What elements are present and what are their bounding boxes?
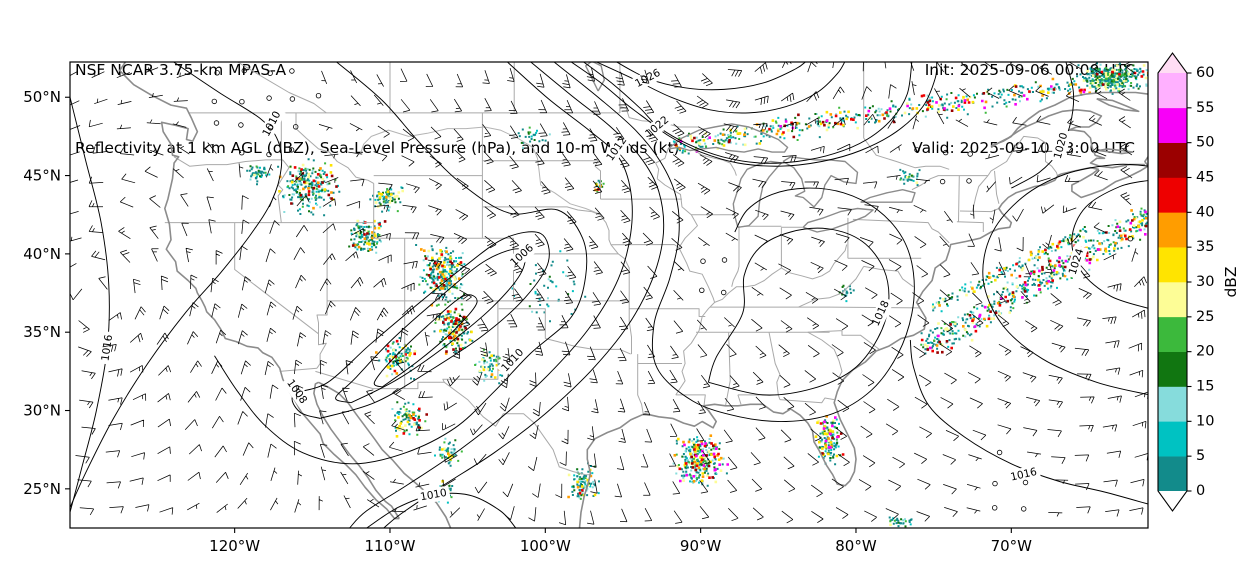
colorbar-tick-label: 45	[1196, 170, 1214, 186]
calm-wind-circle	[241, 67, 247, 74]
calm-wind-circle	[1127, 235, 1134, 242]
calm-wind-circle	[992, 480, 998, 487]
calm-wind-circle	[266, 95, 272, 101]
colorbar-tick-label: 10	[1196, 413, 1214, 429]
contour-label: 1022	[640, 111, 675, 143]
basemap	[118, 62, 1148, 528]
svg-text:1018: 1018	[870, 299, 892, 328]
colorbar-tick-label: 0	[1196, 483, 1205, 499]
colorbar-tick-label: 20	[1196, 344, 1214, 360]
svg-text:1010: 1010	[419, 487, 447, 503]
colorbar-tick-label: 50	[1196, 135, 1214, 151]
colorbar-axis-label: dBZ	[1222, 266, 1240, 297]
calm-wind-circle	[939, 178, 946, 185]
contour-label: 1006	[505, 239, 539, 272]
colorbar: 0 5 10 15 20 25 30 35 40 45 50 55 60 dBZ	[1157, 52, 1240, 512]
axes: 120°W 110°W 100°W 90°W 80°W 70°W 50°N 45°N 40°N 3…	[23, 88, 1032, 555]
colorbar-tick-label: 5	[1196, 448, 1205, 464]
calm-wind-circle	[992, 505, 998, 511]
calm-wind-circle	[289, 96, 296, 102]
contour-label: 1018	[867, 295, 894, 332]
calm-wind-circle	[943, 149, 949, 156]
calm-wind-circle	[211, 98, 217, 105]
calm-wind-circle	[1022, 479, 1029, 486]
x-tick-label: 70°W	[991, 537, 1033, 555]
calm-wind-circle	[966, 178, 972, 184]
x-tick-label: 80°W	[835, 537, 877, 555]
calm-wind-circle	[289, 68, 295, 74]
calm-wind-circle	[699, 287, 705, 293]
colorbar-tick-label: 60	[1196, 65, 1214, 81]
slp-contours: 1016101010081006101010101012101810221026…	[70, 62, 1148, 528]
calm-wind-circle	[996, 449, 1003, 456]
y-tick-label: 25°N	[23, 480, 61, 498]
x-tick-label: 120°W	[209, 537, 260, 555]
calm-wind-circle	[239, 98, 245, 105]
wind-barbs-layer	[70, 62, 1148, 526]
calm-wind-circle	[315, 92, 322, 99]
calm-wind-circle	[967, 151, 973, 157]
contour-label: 1010	[416, 485, 451, 505]
contour-label: 1016	[1006, 464, 1042, 486]
x-tick-label: 100°W	[520, 537, 571, 555]
y-tick-label: 35°N	[23, 323, 61, 341]
calm-wind-circle	[700, 258, 706, 264]
calm-wind-circle	[214, 70, 220, 76]
calm-wind-circle	[288, 147, 295, 153]
wind-barbs	[70, 62, 1148, 526]
calm-wind-circle	[266, 151, 272, 158]
calm-wind-circle	[293, 124, 299, 130]
calm-wind-circle	[1021, 506, 1027, 512]
y-tick-label: 45°N	[23, 167, 61, 185]
contour-label: 1016	[98, 330, 117, 365]
colorbar-tick-label: 35	[1196, 239, 1214, 255]
colorbar-tick-label: 40	[1196, 204, 1214, 220]
calm-wind-circle	[238, 122, 244, 128]
y-tick-label: 50°N	[23, 88, 61, 106]
x-tick-label: 90°W	[680, 537, 722, 555]
calm-wind-circle	[914, 147, 920, 153]
svg-text:1012: 1012	[604, 135, 629, 164]
calm-wind-circle	[267, 125, 274, 131]
calm-wind-circle	[213, 120, 220, 126]
colorbar-tick-label: 15	[1196, 379, 1214, 395]
svg-text:1016: 1016	[1009, 466, 1038, 484]
colorbar-tick-label: 25	[1196, 309, 1214, 325]
contour-label: 1020	[1050, 128, 1072, 164]
y-tick-label: 40°N	[23, 245, 61, 263]
calm-wind-circle	[721, 289, 727, 296]
x-tick-label: 110°W	[364, 537, 415, 555]
plot-frame	[69, 61, 1149, 529]
colorbar-tick-label: 30	[1196, 274, 1214, 290]
svg-text:1010: 1010	[260, 109, 283, 138]
colorbar-tick-label: 55	[1196, 100, 1214, 116]
contour-label: 1024	[1064, 244, 1089, 280]
calm-wind-circle	[721, 257, 728, 263]
calm-wind-circle	[238, 149, 245, 156]
svg-text:1016: 1016	[99, 334, 115, 362]
y-tick-label: 30°N	[23, 402, 61, 420]
calm-wind-circle	[267, 70, 273, 76]
